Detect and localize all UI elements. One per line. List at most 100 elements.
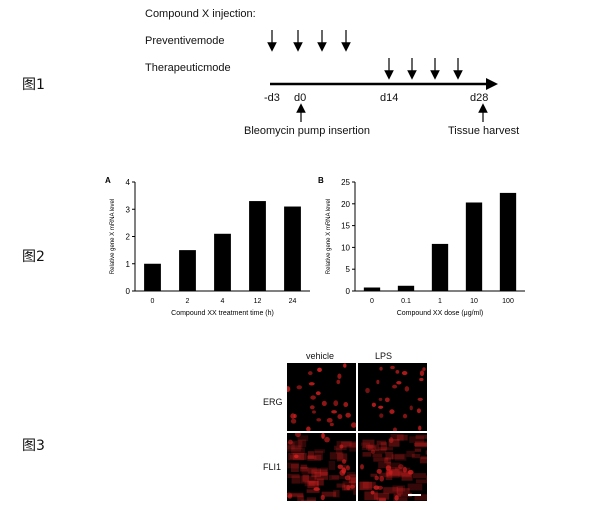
stained-nucleus — [341, 467, 347, 474]
therapeutic-injection-arrows — [384, 58, 463, 80]
stained-nucleus — [296, 385, 303, 390]
x-tick-label: 4 — [221, 298, 225, 305]
tick-d28: d28 — [470, 92, 489, 104]
stained-nucleus — [317, 367, 322, 373]
background-stain — [370, 473, 378, 477]
stained-nucleus — [402, 466, 407, 473]
background-stain — [378, 447, 393, 451]
x-axis-label: Compound XX dose (μg/ml) — [397, 310, 484, 317]
column-label-vehicle: vehicle — [306, 351, 335, 361]
figure-3-label: 图3 — [22, 438, 45, 454]
stained-nucleus — [290, 413, 296, 419]
stained-nucleus — [345, 412, 351, 418]
background-stain — [307, 480, 319, 489]
stained-nucleus — [394, 495, 399, 501]
stained-nucleus — [337, 464, 344, 470]
row-label-erg: ERG — [263, 397, 283, 407]
background-stain — [392, 485, 406, 492]
stained-nucleus — [309, 405, 315, 410]
stained-nucleus — [395, 369, 400, 374]
stained-nucleus — [331, 410, 337, 414]
background-stain — [287, 441, 295, 450]
preventive-mode-label: Preventivemode — [145, 35, 225, 47]
stained-nucleus — [343, 402, 349, 408]
x-tick-label: 100 — [502, 298, 514, 305]
stained-nucleus — [370, 449, 376, 454]
bar — [179, 250, 196, 291]
background-stain — [287, 473, 300, 479]
background-stain — [329, 475, 339, 481]
micrograph-erg-lps — [358, 363, 427, 431]
background-stain — [394, 467, 411, 476]
stained-nucleus — [310, 395, 316, 400]
background-stain — [412, 473, 427, 479]
panel-letter: A — [105, 176, 111, 185]
background-stain — [375, 448, 387, 454]
background-stain — [386, 462, 401, 469]
stained-nucleus — [346, 484, 351, 491]
background-stain — [414, 441, 427, 448]
background-stain — [338, 465, 349, 469]
background-stain — [385, 471, 393, 480]
background-stain — [321, 491, 337, 497]
background-stain — [328, 460, 336, 470]
background-stain — [396, 434, 408, 441]
bleomycin-label: Bleomycin pump insertion — [244, 125, 370, 137]
x-tick-label: 24 — [289, 298, 297, 305]
background-stain — [387, 468, 399, 478]
background-stain — [362, 439, 375, 448]
stained-nucleus — [312, 410, 316, 414]
preventive-injection-arrows — [267, 30, 351, 52]
background-stain — [367, 444, 380, 452]
stained-nucleus — [378, 405, 384, 409]
timeline-arrowhead — [486, 78, 498, 90]
y-tick-label: 15 — [341, 222, 350, 231]
background-stain — [290, 493, 304, 497]
background-stain — [378, 461, 392, 469]
background-stain — [393, 493, 402, 497]
stained-nucleus — [419, 377, 424, 382]
background-stain — [291, 440, 303, 450]
background-stain — [307, 468, 321, 474]
background-stain — [353, 490, 356, 495]
background-stain — [414, 494, 427, 501]
x-tick-label: 0 — [151, 298, 155, 305]
background-stain — [414, 448, 422, 452]
background-stain — [291, 463, 299, 472]
background-stain — [372, 453, 383, 458]
stained-nucleus — [379, 475, 385, 482]
background-stain — [415, 434, 427, 439]
background-stain — [297, 435, 309, 441]
stained-nucleus — [344, 475, 351, 481]
y-tick-label: 0 — [346, 287, 351, 296]
background-stain — [307, 454, 322, 461]
stained-nucleus — [419, 370, 425, 377]
background-stain — [350, 477, 356, 487]
background-stain — [376, 440, 387, 445]
background-stain — [298, 439, 307, 448]
stained-nucleus — [409, 405, 413, 411]
background-stain — [362, 452, 372, 457]
stained-nucleus — [379, 413, 384, 418]
background-stain — [346, 471, 356, 477]
background-stain — [307, 455, 317, 460]
background-stain — [317, 478, 324, 486]
y-tick-label: 25 — [341, 178, 350, 187]
background-stain — [384, 457, 391, 464]
column-label-lps: LPS — [375, 351, 393, 361]
y-tick-label: 20 — [341, 200, 350, 209]
micrograph-fli1-lps — [358, 433, 427, 501]
stained-nucleus — [287, 439, 293, 445]
stained-nucleus — [324, 436, 330, 443]
stained-nucleus — [388, 470, 393, 475]
stained-nucleus — [398, 464, 404, 469]
stained-nucleus — [307, 371, 313, 376]
stained-nucleus — [333, 400, 339, 407]
background-stain — [413, 442, 427, 447]
background-stain — [385, 451, 394, 460]
background-stain — [329, 452, 344, 460]
bar — [499, 192, 517, 291]
stained-nucleus — [393, 427, 397, 431]
stained-nucleus — [402, 413, 408, 419]
background-stain — [335, 447, 343, 454]
